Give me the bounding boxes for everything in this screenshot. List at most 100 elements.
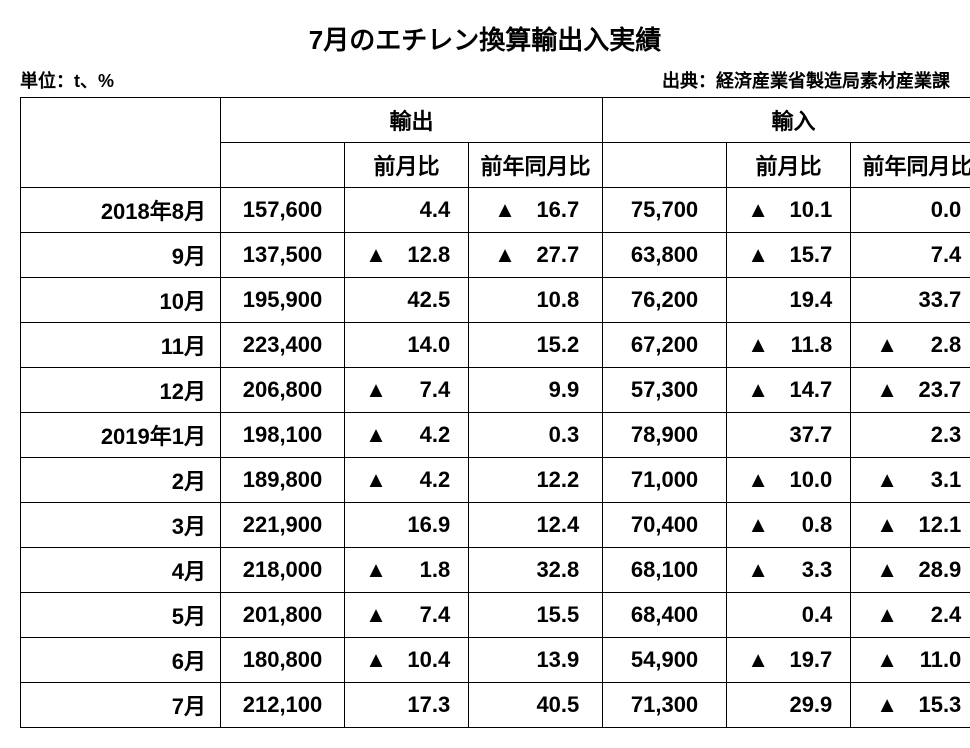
- cell-export-yoy: 13.9: [469, 638, 603, 683]
- cell-import-yoy: ▲ 2.4: [851, 593, 970, 638]
- cell-import-value: 71,300: [603, 683, 727, 728]
- cell-import-value: 78,900: [603, 413, 727, 458]
- cell-export-value: 221,900: [221, 503, 345, 548]
- cell-import-mom: ▲ 11.8: [727, 323, 851, 368]
- table-row: 4月218,000▲ 1.8 32.868,100▲ 3.3▲ 28.9: [21, 548, 970, 593]
- cell-period: 2019年1月: [21, 413, 221, 458]
- cell-export-value: 206,800: [221, 368, 345, 413]
- cell-import-mom: 19.4: [727, 278, 851, 323]
- cell-period: 6月: [21, 638, 221, 683]
- cell-period: 4月: [21, 548, 221, 593]
- table-row: 2019年1月198,100▲ 4.2 0.378,900 37.7 2.3: [21, 413, 970, 458]
- data-table: 輸出 輸入 前月比 前年同月比 前月比 前年同月比 2018年8月157,600…: [20, 97, 970, 728]
- table-row: 6月180,800▲ 10.4 13.954,900▲ 19.7▲ 11.0: [21, 638, 970, 683]
- subheader-row: 単位：t、% 出典：経済産業省製造局素材産業課: [20, 67, 950, 93]
- cell-import-mom: ▲ 14.7: [727, 368, 851, 413]
- source-label: 出典：経済産業省製造局素材産業課: [662, 67, 950, 93]
- cell-export-yoy: ▲ 27.7: [469, 233, 603, 278]
- cell-period: 5月: [21, 593, 221, 638]
- cell-import-yoy: 2.3: [851, 413, 970, 458]
- page-title: 7月のエチレン換算輸出入実績: [20, 20, 950, 57]
- header-import-mom: 前月比: [727, 143, 851, 188]
- cell-export-yoy: 40.5: [469, 683, 603, 728]
- cell-period: 12月: [21, 368, 221, 413]
- cell-export-yoy: 12.2: [469, 458, 603, 503]
- cell-export-value: 180,800: [221, 638, 345, 683]
- cell-period: 3月: [21, 503, 221, 548]
- table-row: 7月212,100 17.3 40.571,300 29.9▲ 15.3: [21, 683, 970, 728]
- cell-export-yoy: 32.8: [469, 548, 603, 593]
- header-export-mom: 前月比: [345, 143, 469, 188]
- cell-import-yoy: 0.0: [851, 188, 970, 233]
- cell-export-value: 198,100: [221, 413, 345, 458]
- cell-export-value: 189,800: [221, 458, 345, 503]
- cell-export-yoy: 12.4: [469, 503, 603, 548]
- cell-export-mom: ▲ 7.4: [345, 368, 469, 413]
- cell-import-yoy: ▲ 15.3: [851, 683, 970, 728]
- cell-export-mom: ▲ 1.8: [345, 548, 469, 593]
- header-row-1: 輸出 輸入: [21, 98, 970, 143]
- header-import: 輸入: [603, 98, 970, 143]
- cell-export-mom: 16.9: [345, 503, 469, 548]
- cell-import-yoy: 7.4: [851, 233, 970, 278]
- cell-period: 2月: [21, 458, 221, 503]
- cell-import-value: 67,200: [603, 323, 727, 368]
- cell-import-yoy: ▲ 3.1: [851, 458, 970, 503]
- header-export: 輸出: [221, 98, 603, 143]
- cell-export-mom: ▲ 7.4: [345, 593, 469, 638]
- header-import-yoy: 前年同月比: [851, 143, 970, 188]
- table-row: 2月189,800▲ 4.2 12.271,000▲ 10.0▲ 3.1: [21, 458, 970, 503]
- cell-export-mom: 14.0: [345, 323, 469, 368]
- cell-import-value: 68,100: [603, 548, 727, 593]
- cell-export-yoy: 9.9: [469, 368, 603, 413]
- table-row: 9月137,500▲ 12.8▲ 27.763,800▲ 15.7 7.4: [21, 233, 970, 278]
- cell-import-mom: ▲ 3.3: [727, 548, 851, 593]
- cell-export-mom: ▲ 12.8: [345, 233, 469, 278]
- cell-export-value: 157,600: [221, 188, 345, 233]
- unit-label: 単位：t、%: [20, 67, 114, 93]
- cell-export-value: 223,400: [221, 323, 345, 368]
- cell-import-mom: 29.9: [727, 683, 851, 728]
- header-export-yoy: 前年同月比: [469, 143, 603, 188]
- table-row: 12月206,800▲ 7.4 9.957,300▲ 14.7▲ 23.7: [21, 368, 970, 413]
- cell-export-mom: ▲ 4.2: [345, 413, 469, 458]
- cell-import-yoy: ▲ 23.7: [851, 368, 970, 413]
- cell-import-yoy: ▲ 11.0: [851, 638, 970, 683]
- cell-export-mom: 42.5: [345, 278, 469, 323]
- cell-import-value: 71,000: [603, 458, 727, 503]
- cell-import-mom: ▲ 15.7: [727, 233, 851, 278]
- header-import-value-blank: [603, 143, 727, 188]
- cell-import-yoy: ▲ 2.8: [851, 323, 970, 368]
- cell-export-mom: ▲ 10.4: [345, 638, 469, 683]
- cell-period: 7月: [21, 683, 221, 728]
- cell-import-mom: 37.7: [727, 413, 851, 458]
- table-body: 2018年8月157,600 4.4▲ 16.775,700▲ 10.1 0.0…: [21, 188, 970, 728]
- table-row: 10月195,900 42.5 10.876,200 19.4 33.7: [21, 278, 970, 323]
- cell-export-yoy: 10.8: [469, 278, 603, 323]
- cell-export-mom: 17.3: [345, 683, 469, 728]
- cell-export-value: 201,800: [221, 593, 345, 638]
- cell-export-value: 137,500: [221, 233, 345, 278]
- cell-import-value: 68,400: [603, 593, 727, 638]
- cell-import-mom: ▲ 10.1: [727, 188, 851, 233]
- cell-import-yoy: 33.7: [851, 278, 970, 323]
- cell-export-yoy: 15.2: [469, 323, 603, 368]
- cell-import-mom: ▲ 10.0: [727, 458, 851, 503]
- cell-import-value: 57,300: [603, 368, 727, 413]
- cell-export-value: 212,100: [221, 683, 345, 728]
- cell-import-value: 70,400: [603, 503, 727, 548]
- table-row: 11月223,400 14.0 15.267,200▲ 11.8▲ 2.8: [21, 323, 970, 368]
- header-export-value-blank: [221, 143, 345, 188]
- cell-import-yoy: ▲ 28.9: [851, 548, 970, 593]
- cell-period: 11月: [21, 323, 221, 368]
- cell-import-value: 54,900: [603, 638, 727, 683]
- cell-import-mom: ▲ 0.8: [727, 503, 851, 548]
- cell-export-yoy: 0.3: [469, 413, 603, 458]
- cell-import-value: 76,200: [603, 278, 727, 323]
- cell-export-mom: ▲ 4.2: [345, 458, 469, 503]
- table-row: 5月201,800▲ 7.4 15.568,400 0.4▲ 2.4: [21, 593, 970, 638]
- cell-export-value: 195,900: [221, 278, 345, 323]
- cell-export-yoy: ▲ 16.7: [469, 188, 603, 233]
- table-row: 3月221,900 16.9 12.470,400▲ 0.8▲ 12.1: [21, 503, 970, 548]
- cell-import-value: 75,700: [603, 188, 727, 233]
